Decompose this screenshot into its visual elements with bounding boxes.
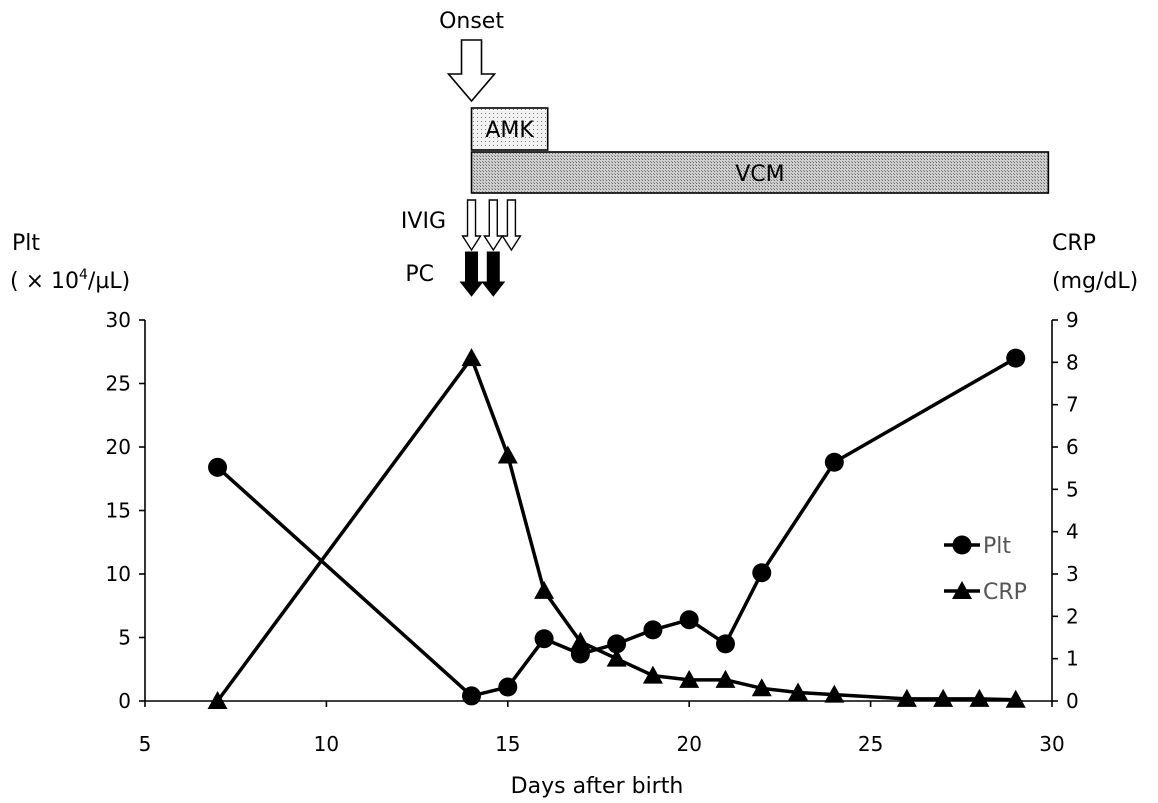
- pc-arrow-icon: [459, 251, 484, 297]
- point-crp: [969, 688, 990, 707]
- point-plt: [643, 620, 663, 640]
- point-crp: [824, 684, 845, 703]
- y-right-title-line2: (mg/dL): [1052, 269, 1138, 294]
- y-left-tick-label: 0: [118, 689, 131, 713]
- point-plt: [715, 634, 735, 654]
- pc-arrows: [459, 251, 506, 297]
- y-left-tick-label: 30: [106, 308, 131, 332]
- pc-arrow-icon: [481, 251, 506, 297]
- legend-label-crp: CRP: [983, 580, 1027, 605]
- ivig-arrow-icon: [483, 199, 504, 252]
- point-crp: [896, 688, 917, 707]
- point-crp: [788, 682, 809, 701]
- y-right-tick-label: 3: [1066, 562, 1079, 586]
- y-left-tick-label: 20: [106, 435, 131, 459]
- point-crp: [461, 348, 482, 367]
- point-plt: [208, 457, 228, 477]
- y-right-tick-label: 0: [1066, 689, 1079, 713]
- point-plt: [534, 629, 554, 649]
- y-left-title-line1: Plt: [12, 231, 40, 256]
- point-crp: [933, 688, 954, 707]
- y-right-tick-label: 5: [1066, 477, 1079, 501]
- point-plt: [752, 563, 772, 583]
- x-tick-label: 25: [858, 732, 883, 756]
- y-right-tick-label: 7: [1066, 393, 1079, 417]
- point-crp: [570, 631, 591, 650]
- legend: Plt CRP: [944, 534, 1027, 605]
- y-right-title-line1: CRP: [1052, 231, 1096, 256]
- pc-label: PC: [405, 262, 434, 287]
- point-crp: [534, 580, 555, 599]
- onset-arrow-icon: [446, 39, 497, 103]
- point-plt: [1006, 348, 1026, 368]
- series-layer: [207, 348, 1026, 709]
- point-crp: [606, 648, 627, 667]
- legend-label-plt: Plt: [983, 534, 1011, 559]
- point-plt: [498, 677, 518, 697]
- x-tick-label: 5: [139, 732, 152, 756]
- ivig-arrow-icon: [501, 199, 522, 252]
- legend-marker-plt: [952, 535, 972, 555]
- point-plt: [679, 610, 699, 630]
- onset-label: Onset: [439, 9, 504, 34]
- amk-label: AMK: [485, 118, 534, 143]
- point-crp: [679, 669, 700, 688]
- y-right-tick-label: 9: [1066, 308, 1079, 332]
- y-right-tick-label: 1: [1066, 647, 1079, 671]
- point-crp: [1005, 689, 1026, 708]
- point-crp: [715, 669, 736, 688]
- y-right-tick-label: 8: [1066, 350, 1079, 374]
- y-right-tick-label: 6: [1066, 435, 1079, 459]
- y-left-tick-label: 25: [106, 372, 131, 396]
- ivig-arrows: [461, 199, 522, 252]
- point-plt: [607, 634, 627, 654]
- amk-bar: [470, 107, 549, 151]
- vcm-bar: [470, 151, 1050, 194]
- point-crp: [497, 445, 518, 464]
- legend-marker-crp: [952, 581, 972, 599]
- vcm-label: VCM: [735, 162, 784, 187]
- y-left-tick-label: 10: [106, 562, 131, 586]
- x-tick-label: 10: [314, 732, 339, 756]
- x-tick-label: 30: [1039, 732, 1064, 756]
- y-left-tick-label: 15: [106, 499, 131, 523]
- x-axis-title: Days after birth: [511, 774, 684, 799]
- y-left-tick-label: 5: [118, 626, 131, 650]
- ivig-arrow-icon: [461, 199, 482, 252]
- point-plt: [462, 686, 482, 706]
- y-right-tick-label: 2: [1066, 604, 1079, 628]
- point-crp: [207, 691, 228, 709]
- y-right-tick-label: 4: [1066, 520, 1079, 544]
- annotation-layer: Onset AMK VCM IVIG PC: [401, 9, 1050, 297]
- y-left-title-suffix: /µL): [88, 269, 130, 294]
- series-line-crp: [216, 356, 1016, 703]
- point-plt: [824, 452, 844, 472]
- x-tick-label: 20: [676, 732, 701, 756]
- point-crp: [642, 665, 663, 684]
- ivig-label: IVIG: [401, 209, 446, 234]
- x-tick-label: 15: [495, 732, 520, 756]
- point-crp: [751, 678, 772, 697]
- y-left-title-prefix: ( × 10: [10, 269, 79, 294]
- y-left-title-line2: ( × 104/µL): [10, 267, 130, 294]
- y-left-title-sup: 4: [79, 267, 88, 283]
